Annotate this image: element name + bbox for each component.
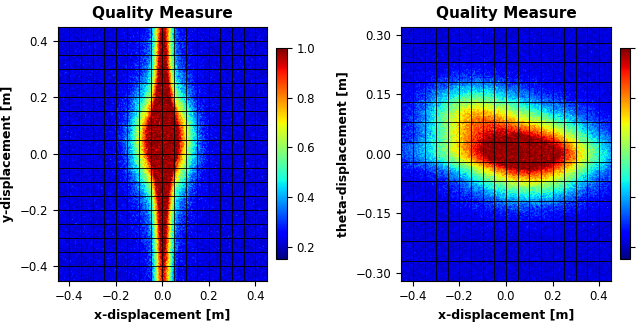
Y-axis label: theta-displacement [m]: theta-displacement [m] [337, 71, 350, 236]
X-axis label: x-displacement [m]: x-displacement [m] [94, 309, 230, 322]
Y-axis label: y-displacement [m]: y-displacement [m] [1, 86, 14, 222]
Title: Quality Measure: Quality Measure [92, 6, 233, 21]
Title: Quality Measure: Quality Measure [436, 6, 577, 21]
X-axis label: x-displacement [m]: x-displacement [m] [438, 309, 574, 322]
